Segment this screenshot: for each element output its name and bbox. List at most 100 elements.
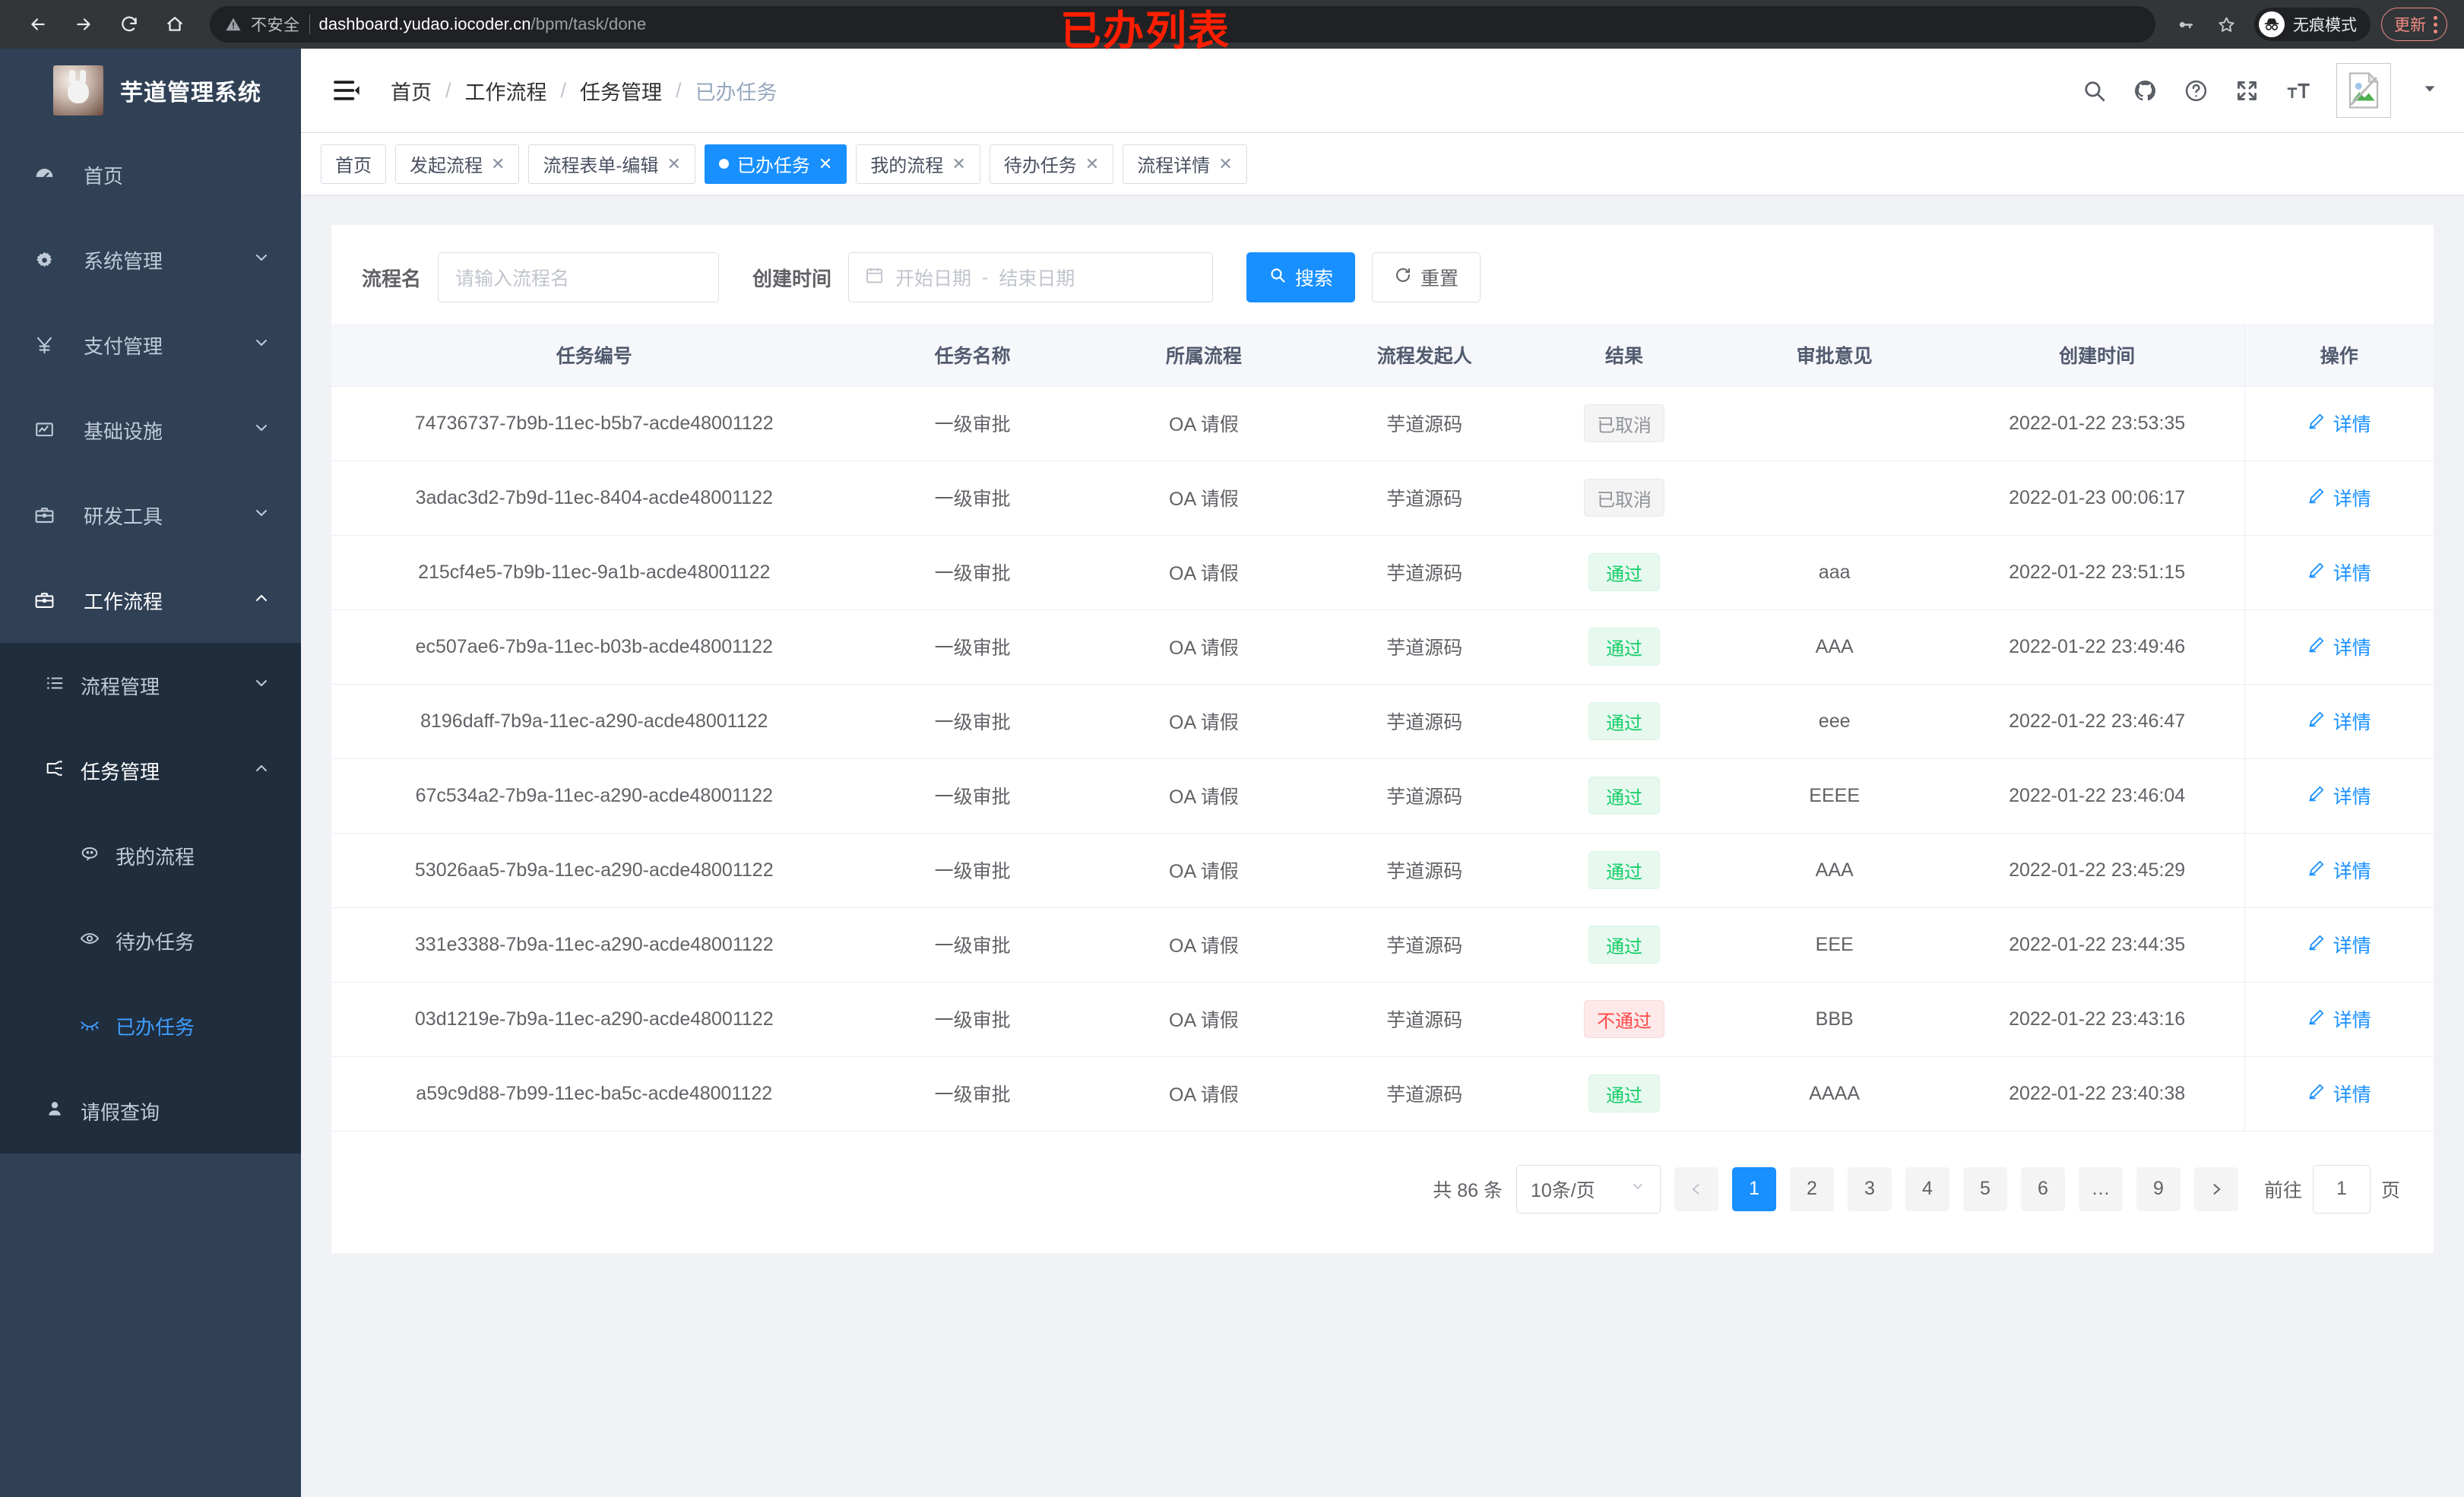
table-row[interactable]: 215cf4e5-7b9b-11ec-9a1b-acde48001122 一级审批… xyxy=(331,535,2434,610)
update-button[interactable]: 更新 xyxy=(2381,8,2447,41)
page-number-1[interactable]: 1 xyxy=(1731,1166,1776,1211)
home-button[interactable] xyxy=(154,3,196,46)
close-icon[interactable]: ✕ xyxy=(491,153,505,173)
sidebar-item-payment[interactable]: 支付管理 xyxy=(0,302,301,388)
breadcrumb-separator: / xyxy=(676,78,682,102)
prev-page-button[interactable] xyxy=(1674,1166,1718,1211)
back-button[interactable] xyxy=(17,3,59,46)
sidebar-item-leave-query[interactable]: 请假查询 xyxy=(0,1068,301,1154)
tab-my-process[interactable]: 我的流程 ✕ xyxy=(856,144,980,184)
close-icon[interactable]: ✕ xyxy=(818,153,833,173)
detail-link[interactable]: 详情 xyxy=(2307,410,2371,437)
incognito-indicator[interactable]: 无痕模式 xyxy=(2254,8,2371,41)
page-number-9[interactable]: 9 xyxy=(2136,1166,2181,1211)
reset-button[interactable]: 重置 xyxy=(1372,252,1481,302)
help-icon[interactable] xyxy=(2184,78,2209,103)
breadcrumb-item-0[interactable]: 首页 xyxy=(391,81,432,104)
page-size-select[interactable]: 10条/页 xyxy=(1515,1164,1661,1214)
address-bar[interactable]: 不安全 dashboard.yudao.iocoder.cn/bpm/task/… xyxy=(210,6,2155,43)
sidebar-item-workflow[interactable]: 工作流程 xyxy=(0,558,301,643)
sidebar-item-devtools[interactable]: 研发工具 xyxy=(0,473,301,558)
sidebar-item-todo-task[interactable]: 待办任务 xyxy=(0,898,301,983)
browser-toolbar: 不安全 dashboard.yudao.iocoder.cn/bpm/task/… xyxy=(0,0,2464,55)
tab-home[interactable]: 首页 xyxy=(321,144,386,184)
tab-process-detail[interactable]: 流程详情 ✕ xyxy=(1123,144,1247,184)
search-button[interactable]: 搜索 xyxy=(1246,252,1356,302)
detail-link[interactable]: 详情 xyxy=(2307,1080,2371,1107)
chrome-menu-icon[interactable] xyxy=(2434,15,2437,33)
table-row[interactable]: 53026aa5-7b9a-11ec-a290-acde48001122 一级审批… xyxy=(331,833,2434,908)
cell-created-time: 2022-01-22 23:40:38 xyxy=(1949,1056,2245,1131)
close-icon[interactable]: ✕ xyxy=(1085,153,1100,173)
table-row[interactable]: a59c9d88-7b99-11ec-ba5c-acde48001122 一级审批… xyxy=(331,1056,2434,1131)
chevron-down-icon[interactable] xyxy=(2421,81,2438,101)
sidebar-item-done-task[interactable]: 已办任务 xyxy=(0,983,301,1068)
table-row[interactable]: 8196daff-7b9a-11ec-a290-acde48001122 一级审批… xyxy=(331,684,2434,759)
sidebar-item-infrastructure[interactable]: 基础设施 xyxy=(0,388,301,473)
table-panel: 流程名 请输入流程名 创建时间 开始日期 - 结束日期 xyxy=(331,225,2434,1253)
password-key-icon[interactable] xyxy=(2166,5,2204,43)
detail-link[interactable]: 详情 xyxy=(2307,707,2371,735)
navbar-actions xyxy=(2082,63,2438,118)
github-icon[interactable] xyxy=(2133,78,2158,103)
page-number-5[interactable]: 5 xyxy=(1962,1166,2007,1211)
page-number-6[interactable]: 6 xyxy=(2020,1166,2065,1211)
sidebar-item-my-process[interactable]: 我的流程 xyxy=(0,813,301,898)
detail-link[interactable]: 详情 xyxy=(2307,856,2371,884)
page-number-list: 1 2 3 4 5 6 … 9 xyxy=(1731,1166,2181,1211)
brand[interactable]: 芋道管理系统 xyxy=(0,49,301,132)
close-icon[interactable]: ✕ xyxy=(667,153,681,173)
table-row[interactable]: 74736737-7b9b-11ec-b5b7-acde48001122 一级审批… xyxy=(331,386,2434,461)
sidebar-item-task-management[interactable]: 任务管理 xyxy=(0,728,301,813)
page-number-3[interactable]: 3 xyxy=(1847,1166,1892,1211)
sidebar-toggle-icon[interactable] xyxy=(331,75,362,106)
jump-page-input[interactable]: 1 xyxy=(2312,1164,2371,1214)
table-row[interactable]: 67c534a2-7b9a-11ec-a290-acde48001122 一级审批… xyxy=(331,758,2434,834)
search-icon[interactable] xyxy=(2082,78,2107,103)
sidebar-item-system[interactable]: 系统管理 xyxy=(0,217,301,302)
omnibox-divider xyxy=(309,14,310,34)
detail-link[interactable]: 详情 xyxy=(2307,931,2371,958)
jump-suffix-label: 页 xyxy=(2380,1179,2400,1201)
detail-link[interactable]: 详情 xyxy=(2307,484,2371,511)
create-time-range-picker[interactable]: 开始日期 - 结束日期 xyxy=(848,252,1214,302)
bookmark-star-icon[interactable] xyxy=(2207,5,2245,43)
detail-link[interactable]: 详情 xyxy=(2307,782,2371,809)
sidebar-item-label: 支付管理 xyxy=(84,334,163,358)
reload-button[interactable] xyxy=(108,3,150,46)
breadcrumb-item-1[interactable]: 工作流程 xyxy=(464,81,547,104)
page-number-2[interactable]: 2 xyxy=(1789,1166,1834,1211)
sidebar-item-process-management[interactable]: 流程管理 xyxy=(0,643,301,728)
cell-process: OA 请假 xyxy=(1088,386,1319,461)
forward-button[interactable] xyxy=(62,3,105,46)
table-row[interactable]: ec507ae6-7b9a-11ec-b03b-acde48001122 一级审批… xyxy=(331,609,2434,685)
font-size-icon[interactable] xyxy=(2285,78,2310,103)
breadcrumb-item-2[interactable]: 任务管理 xyxy=(580,81,663,104)
tab-done-task[interactable]: 已办任务 ✕ xyxy=(704,144,847,184)
cell-created-time: 2022-01-22 23:46:04 xyxy=(1949,758,2245,834)
detail-link[interactable]: 详情 xyxy=(2307,633,2371,660)
next-page-button[interactable] xyxy=(2193,1166,2238,1211)
tab-todo-task[interactable]: 待办任务 ✕ xyxy=(989,144,1114,184)
detail-link[interactable]: 详情 xyxy=(2307,1005,2371,1033)
tab-process-form-edit[interactable]: 流程表单-编辑 ✕ xyxy=(528,144,695,184)
rabbit-logo-icon xyxy=(53,65,103,116)
breadcrumb: 首页 / 工作流程 / 任务管理 / 已办任务 xyxy=(391,76,778,106)
cell-task-id: 215cf4e5-7b9b-11ec-9a1b-acde48001122 xyxy=(331,535,857,610)
page-number-4[interactable]: 4 xyxy=(1905,1166,1949,1211)
detail-link[interactable]: 详情 xyxy=(2307,559,2371,586)
avatar[interactable] xyxy=(2336,63,2391,118)
table-row[interactable]: 331e3388-7b9a-11ec-a290-acde48001122 一级审批… xyxy=(331,907,2434,983)
close-icon[interactable]: ✕ xyxy=(952,153,966,173)
cell-process: OA 请假 xyxy=(1088,1056,1319,1131)
navbar: 首页 / 工作流程 / 任务管理 / 已办任务 xyxy=(301,49,2464,132)
process-name-input[interactable]: 请输入流程名 xyxy=(438,252,720,302)
table-row[interactable]: 3adac3d2-7b9d-11ec-8404-acde48001122 一级审批… xyxy=(331,460,2434,536)
page-ellipsis[interactable]: … xyxy=(2078,1166,2123,1211)
table-row[interactable]: 03d1219e-7b9a-11ec-a290-acde48001122 一级审批… xyxy=(331,982,2434,1057)
fullscreen-icon[interactable] xyxy=(2234,78,2260,103)
cell-comment: aaa xyxy=(1718,535,1950,610)
sidebar-item-home[interactable]: 首页 xyxy=(0,132,301,217)
close-icon[interactable]: ✕ xyxy=(1218,153,1233,173)
tab-start-process[interactable]: 发起流程 ✕ xyxy=(395,144,520,184)
